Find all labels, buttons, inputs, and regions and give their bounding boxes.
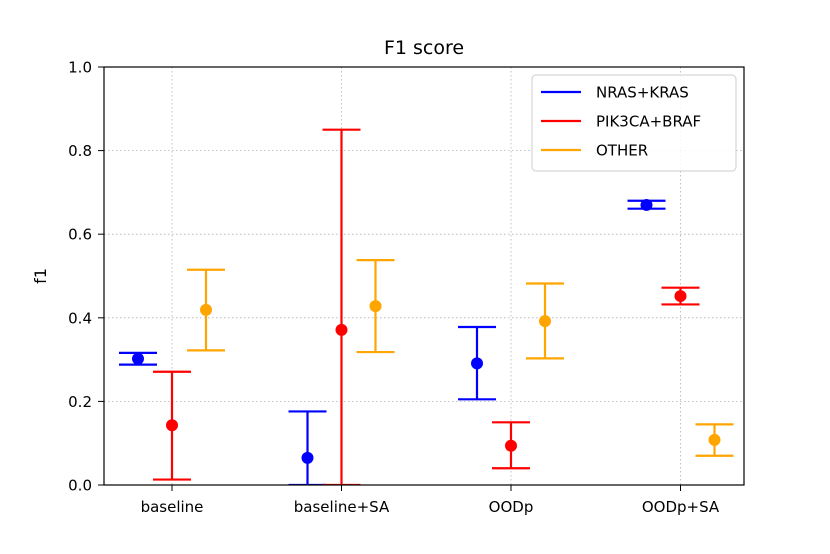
y-tick-label: 1.0 (68, 59, 92, 77)
y-tick-label: 0.2 (68, 393, 92, 411)
plot-frame (103, 66, 745, 486)
legend: NRAS+KRAS PIK3CA+BRAF OTHER (531, 74, 737, 172)
point-other (200, 303, 212, 316)
x-tick-label: baseline+SA (294, 498, 390, 516)
y-axis-label: f1 (31, 268, 50, 284)
point-other (369, 300, 382, 313)
marks-layer (119, 128, 734, 485)
legend-label-pik3ca-braf: PIK3CA+BRAF (596, 113, 701, 131)
point-other (539, 315, 551, 328)
point-nras-kras (301, 451, 314, 464)
legend-label-other: OTHER (596, 142, 648, 160)
point-nras-kras (640, 198, 653, 211)
ticks-layer: 0.0 0.2 0.4 0.6 0.8 1.0 baseline baseline+SA OOD… (68, 59, 720, 517)
x-tick-label: OODp (489, 498, 534, 516)
legend-label-nras-kras: NRAS+KRAS (596, 84, 689, 102)
y-tick-label: 0.8 (68, 142, 92, 160)
point-nras-kras (471, 357, 483, 370)
y-tick-label: 0.6 (68, 226, 92, 244)
point-pik3ca-braf (674, 290, 687, 303)
y-tick-label: 0.4 (68, 309, 92, 327)
legend-box (531, 74, 737, 172)
x-tick-label: baseline (141, 498, 204, 516)
point-nras-kras (132, 352, 144, 365)
y-tick-label: 0.0 (68, 477, 92, 495)
chart-title: F1 score (384, 37, 464, 59)
x-tick-label: OODp+SA (642, 498, 720, 516)
point-pik3ca-braf (166, 419, 178, 432)
point-pik3ca-braf (505, 439, 517, 452)
point-pik3ca-braf (335, 323, 348, 336)
point-other (708, 433, 721, 446)
